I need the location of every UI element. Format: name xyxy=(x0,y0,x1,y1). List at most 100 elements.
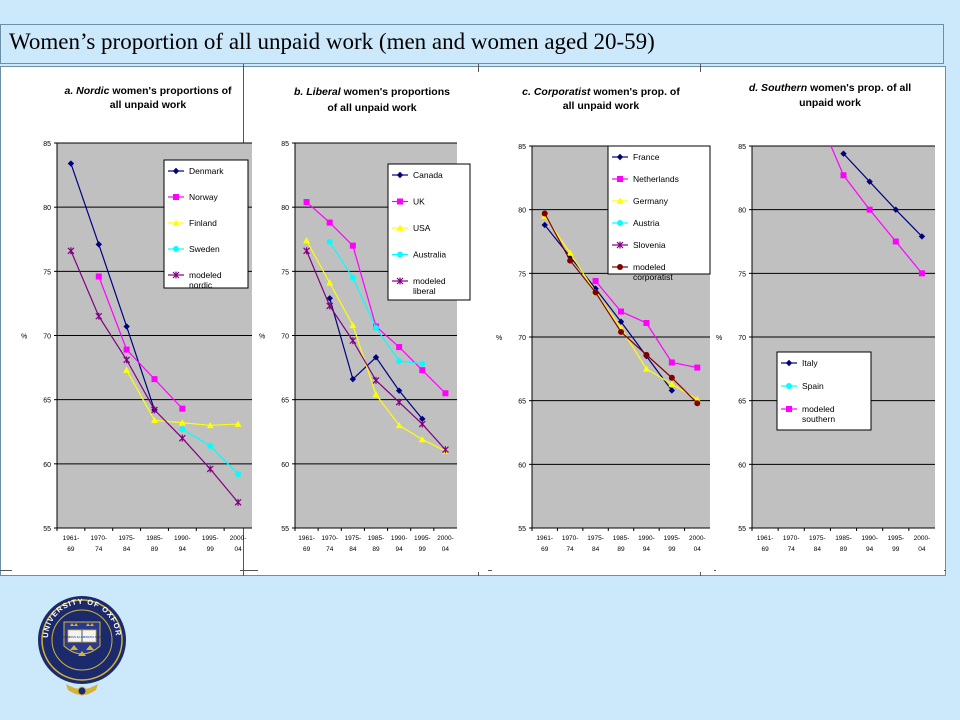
x-tick-label: 2000- xyxy=(914,535,931,542)
chart-title: b. Liberal women's proportions xyxy=(294,86,450,98)
x-tick-label: 1975- xyxy=(587,535,604,542)
y-tick-label: 75 xyxy=(281,269,289,276)
series-group xyxy=(303,199,449,454)
x-tick-label: 1970- xyxy=(562,535,579,542)
legend-label: Australia xyxy=(413,250,446,260)
y-tick-label: 55 xyxy=(43,526,51,533)
data-point xyxy=(234,498,242,506)
y-tick-label: 60 xyxy=(281,462,289,469)
legend-label: liberal xyxy=(413,286,436,296)
data-point xyxy=(396,358,403,365)
x-tick-label: 89 xyxy=(151,546,159,553)
data-point xyxy=(151,416,158,423)
data-point xyxy=(892,238,899,245)
data-point xyxy=(179,405,186,412)
y-tick-label: 70 xyxy=(281,334,289,341)
legend-swatch-marker xyxy=(616,241,624,249)
data-point xyxy=(95,241,102,248)
y-tick-label: 65 xyxy=(518,399,526,406)
y-axis-label: % xyxy=(21,334,27,341)
x-tick-label: 04 xyxy=(918,546,926,553)
x-tick-label: 94 xyxy=(866,546,874,553)
y-tick-label: 55 xyxy=(281,526,289,533)
x-tick-label: 1995- xyxy=(202,535,219,542)
data-point xyxy=(326,238,333,245)
y-tick-label: 80 xyxy=(738,208,746,215)
chart-title: d. Southern women's prop. of all xyxy=(749,82,911,94)
x-tick-label: 69 xyxy=(67,546,75,553)
x-tick-label: 1975- xyxy=(345,535,362,542)
legend-label: USA xyxy=(413,223,431,233)
x-tick-label: 1961- xyxy=(298,535,315,542)
x-tick-label: 1985- xyxy=(613,535,630,542)
x-tick-label: 1985- xyxy=(368,535,385,542)
data-point xyxy=(372,391,380,398)
data-point xyxy=(419,367,426,374)
legend-label: Denmark xyxy=(189,166,224,176)
x-tick-label: 1970- xyxy=(321,535,338,542)
legend-label: Canada xyxy=(413,170,443,180)
data-point xyxy=(373,324,379,331)
legend-swatch-marker xyxy=(397,251,403,258)
data-point xyxy=(840,150,847,157)
legend-label: Italy xyxy=(802,358,818,368)
legend-swatch-marker xyxy=(172,219,180,226)
legend-swatch-marker xyxy=(396,277,404,285)
chart-title-line2: unpaid work xyxy=(799,97,861,109)
data-point xyxy=(418,420,426,428)
crest-book-text: DOMINUS ILLUMINATIO MEA xyxy=(63,635,101,639)
legend-swatch-marker xyxy=(396,224,404,231)
x-tick-label: 1975- xyxy=(118,535,135,542)
legend-label: modeled xyxy=(802,404,835,414)
x-tick-label: 84 xyxy=(349,546,357,553)
x-tick-label: 84 xyxy=(123,546,131,553)
x-tick-label: 74 xyxy=(326,546,334,553)
legend-label: Spain xyxy=(802,381,824,391)
legend-label: Sweden xyxy=(189,244,220,254)
legend-label: Germany xyxy=(633,196,669,206)
legend-swatch-marker xyxy=(617,220,623,226)
y-tick-label: 85 xyxy=(281,141,289,148)
y-tick-label: 80 xyxy=(518,208,526,215)
data-point xyxy=(668,387,676,394)
legend-swatch-marker xyxy=(396,171,404,179)
data-point xyxy=(567,257,574,264)
page-title: Women’s proportion of all unpaid work (m… xyxy=(9,29,655,54)
data-point xyxy=(151,406,158,414)
y-tick-label: 75 xyxy=(738,271,746,278)
legend-swatch-marker xyxy=(786,406,792,412)
legend-label: Austria xyxy=(633,218,660,228)
legend-label: Finland xyxy=(189,218,217,228)
data-point xyxy=(892,206,899,213)
x-tick-label: 69 xyxy=(303,546,311,553)
x-tick-label: 99 xyxy=(668,546,676,553)
data-point xyxy=(326,295,333,302)
legend-label: Netherlands xyxy=(633,174,679,184)
legend-swatch-marker xyxy=(786,383,792,389)
x-tick-label: 1990- xyxy=(391,535,408,542)
legend-swatch-marker xyxy=(172,271,180,279)
x-tick-label: 1995- xyxy=(414,535,431,542)
data-point xyxy=(668,359,675,366)
y-tick-label: 55 xyxy=(738,526,746,533)
x-tick-label: 1995- xyxy=(664,535,681,542)
data-point xyxy=(178,419,186,426)
data-point xyxy=(866,178,873,185)
x-tick-label: 04 xyxy=(694,546,702,553)
y-tick-label: 85 xyxy=(43,141,51,148)
legend-label: corporatist xyxy=(633,272,673,282)
x-tick-label: 94 xyxy=(396,546,404,553)
x-tick-label: 04 xyxy=(234,546,242,553)
data-point xyxy=(123,356,131,364)
x-tick-label: 1961- xyxy=(536,535,553,542)
series-group xyxy=(67,160,242,506)
y-tick-label: 75 xyxy=(43,269,51,276)
x-tick-label: 1985- xyxy=(146,535,163,542)
data-point xyxy=(178,434,186,442)
series-group xyxy=(541,210,701,407)
data-point xyxy=(67,160,75,167)
chart-3: c. Corporatist women's prop. of all unpai… xyxy=(492,72,714,572)
x-tick-label: 99 xyxy=(207,546,215,553)
